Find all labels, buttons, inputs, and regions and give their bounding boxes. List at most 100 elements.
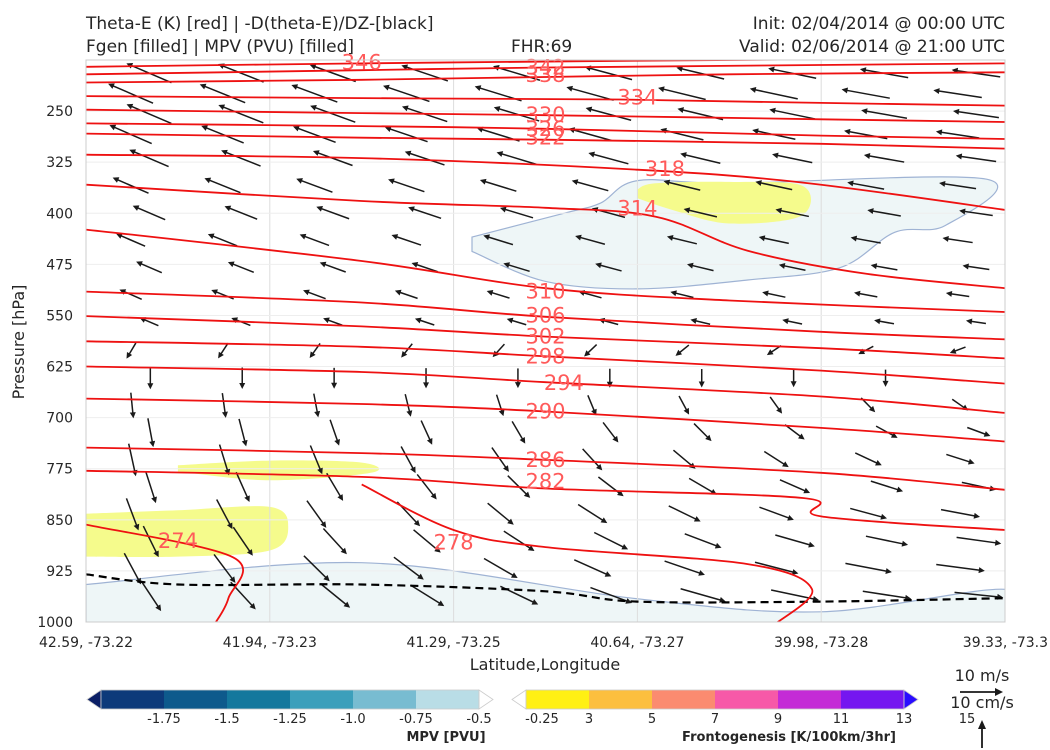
wind-arrowhead-207 (812, 595, 820, 602)
wind-arrow-22 (220, 105, 264, 124)
wind-arrow-53 (298, 179, 333, 193)
contour-label-342: 342 (525, 55, 565, 79)
mpv-colorbar-tick-6: -0.5 (466, 712, 491, 727)
wind-arrow-149 (967, 426, 988, 436)
wind-arrowhead-205 (625, 598, 633, 604)
x-tick-label-6: 39.33, -73.3 (963, 635, 1048, 651)
wind-arrowhead-173 (413, 519, 421, 527)
wind-arrowhead-122 (239, 382, 246, 389)
contour-label-278: 278 (434, 530, 474, 554)
fgen-colorbar-tick-2: 5 (648, 712, 656, 727)
wind-arrow-130 (130, 392, 134, 416)
forecast-hour: FHR:69 (511, 37, 573, 57)
wind-arrow-188 (865, 535, 906, 546)
theta-e-contour-302 (86, 315, 1005, 360)
wind-arrowhead-147 (798, 433, 805, 440)
contour-label-282: 282 (525, 470, 565, 494)
theta-e-contour-338 (86, 71, 1005, 84)
contour-label-302: 302 (525, 325, 565, 349)
x-tick-label-1: 42.59, -73.22 (39, 635, 133, 651)
theta-e-contour-346 (86, 60, 848, 68)
wind-arrow-61 (135, 206, 166, 221)
wind-arrow-67 (686, 208, 718, 218)
wind-arrow-90 (965, 265, 990, 271)
wind-arrowhead-104 (414, 317, 422, 324)
wind-arrowhead-17 (658, 86, 665, 93)
wind-arrowhead-97 (670, 290, 677, 297)
wind-arrow-99 (856, 292, 878, 298)
y-tick-label-700: 700 (46, 411, 73, 427)
wind-arrow-12 (202, 84, 246, 104)
wind-arrowhead-83 (319, 261, 327, 268)
wind-arrowhead-186 (714, 542, 722, 549)
wind-arrowhead-16 (566, 85, 573, 92)
contour-label-298: 298 (525, 344, 565, 368)
wind-arrowhead-127 (698, 381, 705, 388)
wind-arrowhead-170 (133, 523, 140, 531)
theta-e-contour-326 (86, 122, 1005, 140)
wind-arrowhead-148 (890, 432, 898, 438)
wind-arrowhead-71 (116, 233, 123, 239)
wind-arrowhead-44 (404, 150, 412, 157)
wind-arrow-159 (946, 453, 973, 464)
wind-arrow-162 (326, 472, 343, 499)
wind-arrow-170 (125, 498, 139, 528)
wind-arrowhead-142 (334, 438, 340, 446)
reference-vectors: 10 m/s 10 cm/s (950, 666, 1014, 748)
wind-arrow-183 (413, 529, 439, 552)
contour-label-274: 274 (158, 529, 198, 553)
wind-arrow-95 (489, 291, 510, 299)
wind-arrow-78 (761, 236, 789, 245)
wind-arrow-158 (854, 452, 880, 465)
x-axis-label: Latitude,Longitude (470, 655, 621, 674)
wind-arrowhead-200 (155, 604, 162, 612)
y-tick-label-250: 250 (46, 104, 73, 120)
wind-arrowhead-67 (683, 207, 691, 214)
wind-arrow-42 (223, 150, 261, 167)
theta-e-contour-322 (86, 132, 1005, 150)
wind-arrowhead-203 (437, 600, 445, 607)
theta-e-contour-290 (86, 397, 1005, 443)
wind-arrow-180 (142, 525, 158, 555)
wind-arrow-76 (577, 236, 606, 245)
wind-arrowhead-197 (791, 569, 799, 575)
wind-arrowhead-57 (663, 179, 671, 186)
wind-arrow-179 (940, 508, 978, 518)
wind-arrowhead-109 (874, 318, 881, 325)
wind-arrow-185 (593, 531, 626, 549)
wind-arrow-166 (688, 477, 715, 494)
wind-arrowhead-193 (417, 573, 424, 580)
wind-arrowhead-22 (218, 104, 226, 111)
y-tick-label-1000: 1000 (37, 615, 73, 631)
wind-arrowhead-130 (129, 412, 136, 419)
wind-arrow-148 (875, 425, 896, 438)
wind-arrowhead-110 (965, 318, 973, 325)
wind-arrowhead-152 (317, 467, 323, 475)
wind-arrowhead-25 (493, 106, 501, 112)
wind-arrow-205 (590, 586, 630, 603)
wind-arrowhead-87 (687, 262, 694, 269)
wind-arrowhead-64 (408, 206, 415, 213)
wind-arrowhead-150 (131, 469, 138, 477)
wind-arrowhead-54 (388, 178, 395, 185)
wind-arrowhead-143 (426, 438, 433, 445)
wind-arrow-192 (303, 555, 329, 580)
title-line-1: Theta-E (K) [red] | -D(theta-E)/DZ-[blac… (86, 14, 434, 34)
wind-arrowhead-58 (755, 180, 762, 186)
wind-arrowhead-175 (600, 517, 608, 524)
wind-arrowhead-93 (303, 289, 310, 296)
wind-arrowhead-120 (949, 348, 957, 354)
wind-arrowhead-13 (291, 84, 299, 90)
wind-arrow-20 (936, 89, 982, 99)
wind-arrowhead-61 (132, 205, 140, 211)
wind-arrow-187 (775, 534, 813, 547)
wind-arrow-41 (131, 150, 169, 168)
wind-arrow-64 (410, 207, 442, 219)
wind-arrow-81 (138, 262, 163, 274)
wind-arrowhead-179 (973, 512, 981, 519)
wind-arrowhead-157 (782, 461, 789, 468)
mpv-colorbar-swatch-3 (227, 690, 291, 709)
contour-label-334: 334 (617, 85, 657, 109)
init-time: Init: 02/04/2014 @ 00:00 UTC (752, 14, 1005, 34)
wind-arrow-175 (577, 503, 606, 523)
